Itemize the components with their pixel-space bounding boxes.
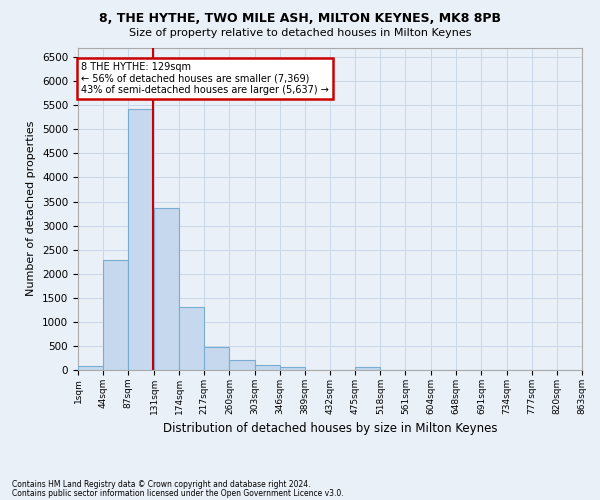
X-axis label: Distribution of detached houses by size in Milton Keynes: Distribution of detached houses by size … — [163, 422, 497, 436]
Bar — [179, 307, 204, 370]
Bar — [128, 109, 154, 370]
Text: 8 THE HYTHE: 129sqm
← 56% of detached houses are smaller (7,369)
43% of semi-det: 8 THE HYTHE: 129sqm ← 56% of detached ho… — [81, 62, 329, 95]
Bar — [280, 367, 305, 370]
Bar — [154, 208, 179, 370]
Y-axis label: Number of detached properties: Number of detached properties — [26, 121, 37, 296]
Bar — [254, 365, 280, 370]
Text: Size of property relative to detached houses in Milton Keynes: Size of property relative to detached ho… — [129, 28, 471, 38]
Text: 8, THE HYTHE, TWO MILE ASH, MILTON KEYNES, MK8 8PB: 8, THE HYTHE, TWO MILE ASH, MILTON KEYNE… — [99, 12, 501, 26]
Text: Contains public sector information licensed under the Open Government Licence v3: Contains public sector information licen… — [12, 488, 344, 498]
Bar — [204, 347, 229, 370]
Bar — [103, 260, 128, 370]
Bar — [229, 360, 254, 370]
Bar — [78, 366, 103, 370]
Bar — [355, 367, 380, 370]
Text: Contains HM Land Registry data © Crown copyright and database right 2024.: Contains HM Land Registry data © Crown c… — [12, 480, 311, 489]
